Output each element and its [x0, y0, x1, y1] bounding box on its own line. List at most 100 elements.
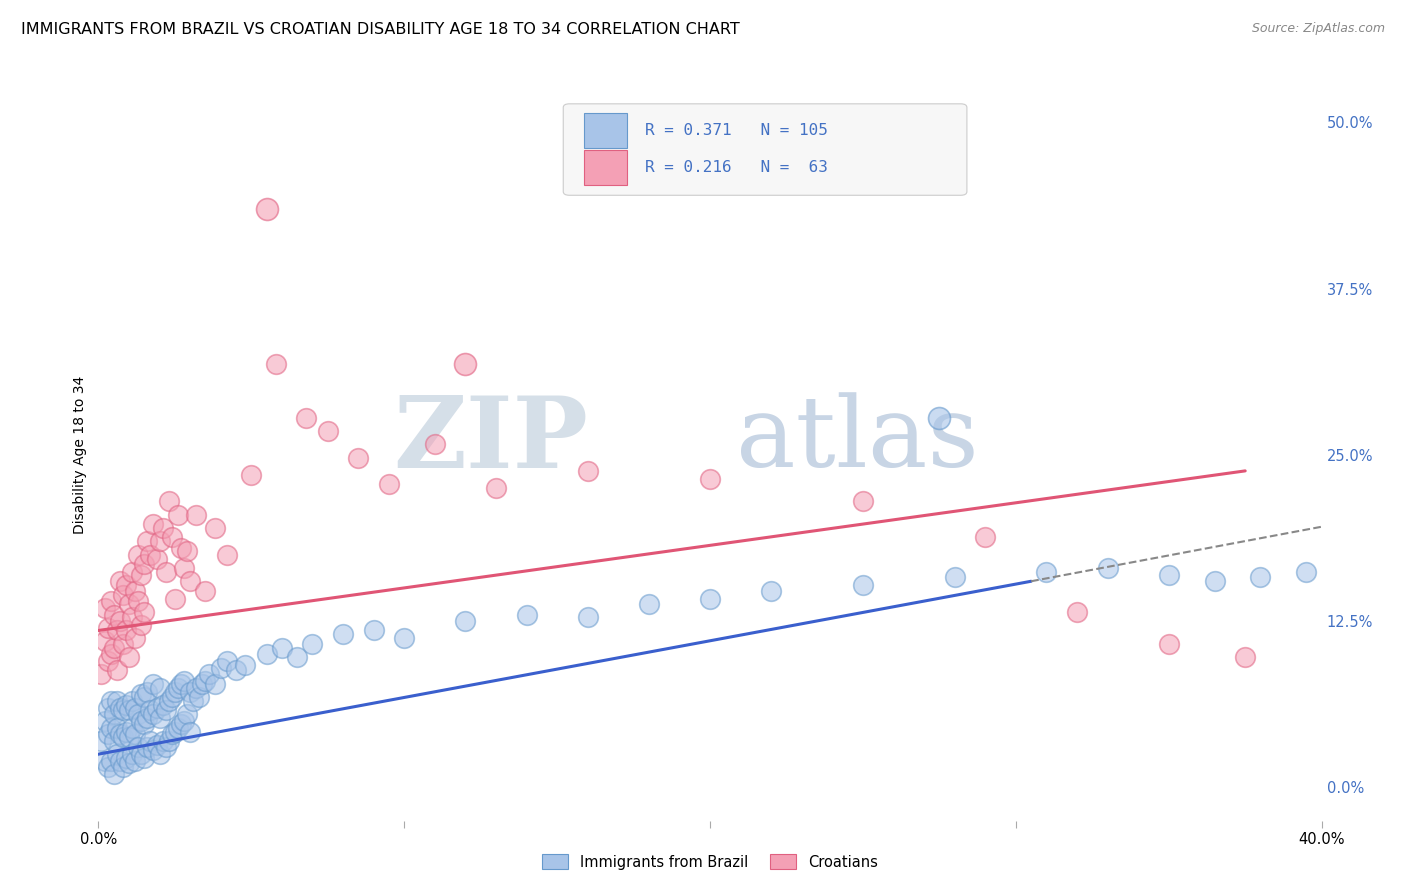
Point	[127, 594, 149, 608]
Point	[129, 687, 152, 701]
Point	[118, 730, 141, 744]
Point	[149, 747, 172, 761]
Point	[943, 570, 966, 584]
Point	[163, 724, 186, 739]
Point	[188, 690, 211, 704]
Point	[124, 632, 146, 646]
Point	[93, 714, 115, 728]
Point	[129, 567, 152, 582]
Point	[264, 358, 287, 372]
Point	[103, 767, 125, 781]
Point	[134, 557, 156, 571]
Text: atlas: atlas	[737, 392, 979, 488]
Point	[139, 548, 162, 562]
Point	[197, 667, 219, 681]
Point	[1097, 561, 1119, 575]
Point	[136, 740, 159, 755]
Point	[240, 467, 263, 482]
Point	[160, 530, 183, 544]
Point	[454, 358, 477, 372]
Point	[105, 624, 128, 638]
Point	[423, 437, 446, 451]
Point	[181, 694, 204, 708]
Point	[142, 743, 165, 757]
Point	[157, 734, 180, 748]
Text: IMMIGRANTS FROM BRAZIL VS CROATIAN DISABILITY AGE 18 TO 34 CORRELATION CHART: IMMIGRANTS FROM BRAZIL VS CROATIAN DISAB…	[21, 22, 740, 37]
Y-axis label: Disability Age 18 to 34: Disability Age 18 to 34	[73, 376, 87, 534]
Point	[134, 716, 156, 731]
Point	[378, 477, 401, 491]
Point	[121, 747, 143, 761]
Point	[170, 716, 193, 731]
Point	[149, 534, 172, 549]
Point	[105, 721, 128, 735]
Point	[167, 508, 190, 522]
Point	[215, 654, 238, 668]
Point	[149, 711, 172, 725]
Point	[97, 727, 120, 741]
Point	[167, 721, 190, 735]
Point	[93, 600, 115, 615]
Point	[332, 627, 354, 641]
Point	[100, 594, 122, 608]
Point	[852, 578, 875, 592]
Point	[134, 751, 156, 765]
Point	[115, 751, 138, 765]
Point	[194, 583, 217, 598]
Point	[170, 541, 193, 555]
Point	[145, 700, 167, 714]
Point	[115, 698, 138, 712]
Point	[129, 714, 152, 728]
Point	[167, 681, 190, 695]
Point	[157, 494, 180, 508]
Point	[93, 634, 115, 648]
Point	[173, 714, 195, 728]
Point	[136, 711, 159, 725]
Point	[454, 614, 477, 628]
Point	[129, 618, 152, 632]
Point	[108, 614, 131, 628]
Point	[97, 700, 120, 714]
Point	[1066, 605, 1088, 619]
Text: ZIP: ZIP	[392, 392, 588, 489]
Point	[1295, 565, 1317, 579]
Point	[173, 561, 195, 575]
Bar	[583, 150, 627, 185]
Point	[145, 738, 167, 752]
Point	[111, 637, 134, 651]
Point	[121, 610, 143, 624]
Point	[160, 690, 183, 704]
Point	[90, 734, 112, 748]
Point	[176, 707, 198, 722]
Point	[142, 676, 165, 690]
Point	[163, 684, 186, 698]
Text: R = 0.216   N =  63: R = 0.216 N = 63	[645, 160, 828, 175]
Point	[576, 610, 599, 624]
Point	[155, 565, 177, 579]
Point	[170, 676, 193, 690]
Point	[127, 548, 149, 562]
Point	[152, 698, 174, 712]
Point	[103, 607, 125, 622]
Point	[100, 694, 122, 708]
Point	[127, 707, 149, 722]
Point	[160, 727, 183, 741]
Point	[111, 588, 134, 602]
Point	[485, 481, 508, 495]
Point	[134, 690, 156, 704]
Text: Source: ZipAtlas.com: Source: ZipAtlas.com	[1251, 22, 1385, 36]
Point	[363, 624, 385, 638]
Point	[93, 754, 115, 768]
Point	[209, 661, 232, 675]
Point	[155, 740, 177, 755]
Point	[100, 648, 122, 662]
Point	[97, 621, 120, 635]
Point	[152, 734, 174, 748]
Point	[163, 591, 186, 606]
Point	[295, 410, 318, 425]
Point	[108, 754, 131, 768]
Point	[204, 676, 226, 690]
Bar	[583, 113, 627, 148]
Point	[176, 543, 198, 558]
Point	[157, 694, 180, 708]
